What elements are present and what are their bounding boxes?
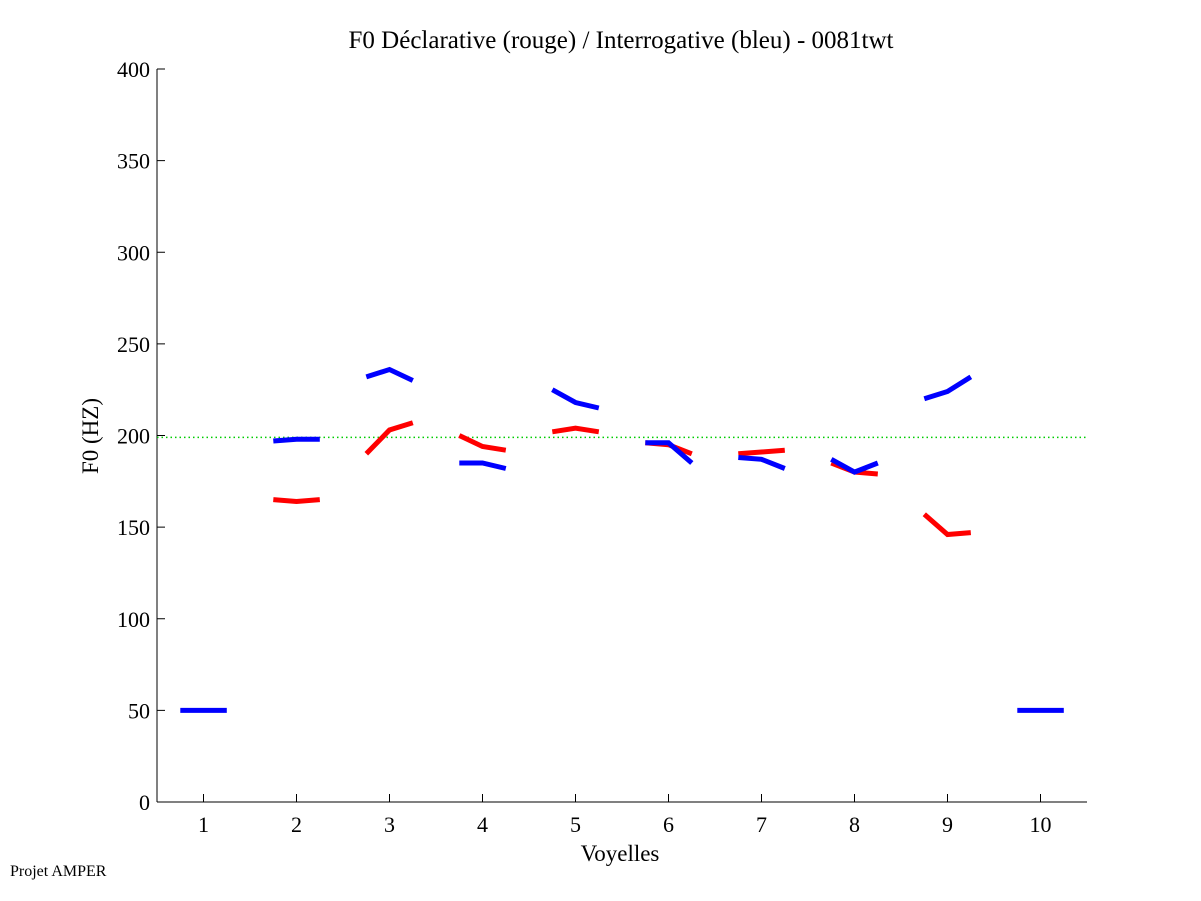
segment-déclarative-vowel-5 bbox=[551, 425, 600, 435]
plot-area: 0 50 100 150 200 250 300 350 400 1 2 3 4 5 6 7 8 9 10 bbox=[117, 57, 1087, 837]
segment-interrogative-vowel-5 bbox=[551, 387, 600, 411]
y-tick-label: 200 bbox=[117, 424, 150, 449]
x-tick-label: 1 bbox=[198, 812, 209, 837]
x-tick-label: 9 bbox=[942, 812, 953, 837]
y-tick-label: 400 bbox=[117, 57, 150, 82]
y-tick-label: 300 bbox=[117, 240, 150, 265]
y-tick-label: 350 bbox=[117, 149, 150, 174]
segment-déclarative-vowel-2 bbox=[273, 497, 321, 505]
segment-interrogative-vowel-4 bbox=[459, 460, 507, 471]
segment-interrogative-vowel-6 bbox=[645, 440, 694, 465]
x-tick-label: 6 bbox=[663, 812, 674, 837]
y-ticks: 0 50 100 150 200 250 300 350 400 bbox=[117, 57, 165, 815]
segment-interrogative-vowel-9 bbox=[923, 374, 973, 402]
y-tick-label: 250 bbox=[117, 332, 150, 357]
y-tick-label: 0 bbox=[139, 790, 150, 815]
x-axis-label: Voyelles bbox=[581, 841, 660, 866]
segment-interrogative-vowel-7 bbox=[738, 455, 786, 471]
segment-interrogative-vowel-2 bbox=[273, 436, 320, 444]
segment-interrogative-vowel-8 bbox=[830, 457, 879, 475]
x-tick-label: 4 bbox=[477, 812, 488, 837]
y-tick-label: 100 bbox=[117, 607, 150, 632]
segment-déclarative-vowel-9 bbox=[922, 512, 972, 538]
series-layer bbox=[180, 366, 1064, 713]
y-tick-label: 50 bbox=[128, 698, 150, 723]
x-tick-label: 10 bbox=[1030, 812, 1052, 837]
x-ticks: 1 2 3 4 5 6 7 8 9 10 bbox=[198, 794, 1052, 837]
x-tick-label: 3 bbox=[384, 812, 395, 837]
x-tick-label: 7 bbox=[756, 812, 767, 837]
footer-credit: Projet AMPER bbox=[10, 863, 107, 880]
segment-interrogative-vowel-3 bbox=[365, 366, 414, 383]
x-tick-label: 8 bbox=[849, 812, 860, 837]
segment-déclarative-vowel-4 bbox=[458, 433, 507, 453]
segment-déclarative-vowel-3 bbox=[364, 420, 414, 456]
segment-déclarative-vowel-7 bbox=[738, 447, 785, 457]
series-interrogative bbox=[180, 366, 1064, 713]
chart-title: F0 Déclarative (rouge) / Interrogative (… bbox=[349, 27, 894, 54]
y-axis-label: F0 (HZ) bbox=[78, 398, 103, 474]
x-tick-label: 2 bbox=[291, 812, 302, 837]
x-tick-label: 5 bbox=[570, 812, 581, 837]
y-tick-label: 150 bbox=[117, 515, 150, 540]
